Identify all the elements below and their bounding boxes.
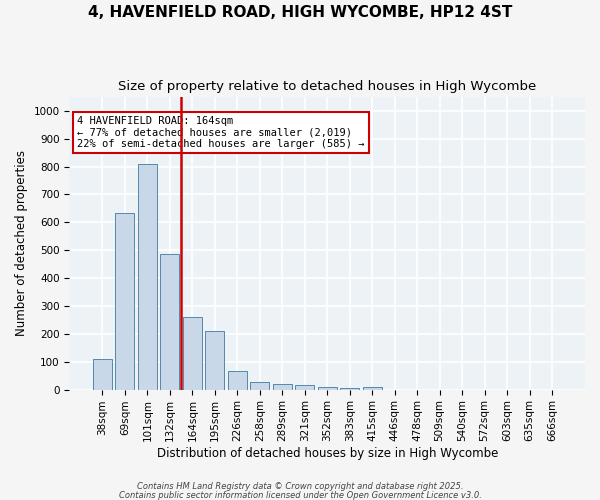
Title: Size of property relative to detached houses in High Wycombe: Size of property relative to detached ho… [118,80,536,93]
Y-axis label: Number of detached properties: Number of detached properties [15,150,28,336]
Bar [362,387,382,390]
Bar [183,317,202,390]
Bar [340,388,359,390]
Bar [160,254,179,390]
Text: 4 HAVENFIELD ROAD: 164sqm
← 77% of detached houses are smaller (2,019)
22% of se: 4 HAVENFIELD ROAD: 164sqm ← 77% of detac… [77,116,365,149]
Text: Contains HM Land Registry data © Crown copyright and database right 2025.: Contains HM Land Registry data © Crown c… [137,482,463,491]
X-axis label: Distribution of detached houses by size in High Wycombe: Distribution of detached houses by size … [157,447,498,460]
Bar [115,212,134,390]
Bar [295,386,314,390]
Bar [228,372,247,390]
Text: Contains public sector information licensed under the Open Government Licence v3: Contains public sector information licen… [119,490,481,500]
Bar [272,384,292,390]
Bar [317,387,337,390]
Bar [138,164,157,390]
Bar [93,359,112,390]
Bar [250,382,269,390]
Text: 4, HAVENFIELD ROAD, HIGH WYCOMBE, HP12 4ST: 4, HAVENFIELD ROAD, HIGH WYCOMBE, HP12 4… [88,5,512,20]
Bar [205,331,224,390]
